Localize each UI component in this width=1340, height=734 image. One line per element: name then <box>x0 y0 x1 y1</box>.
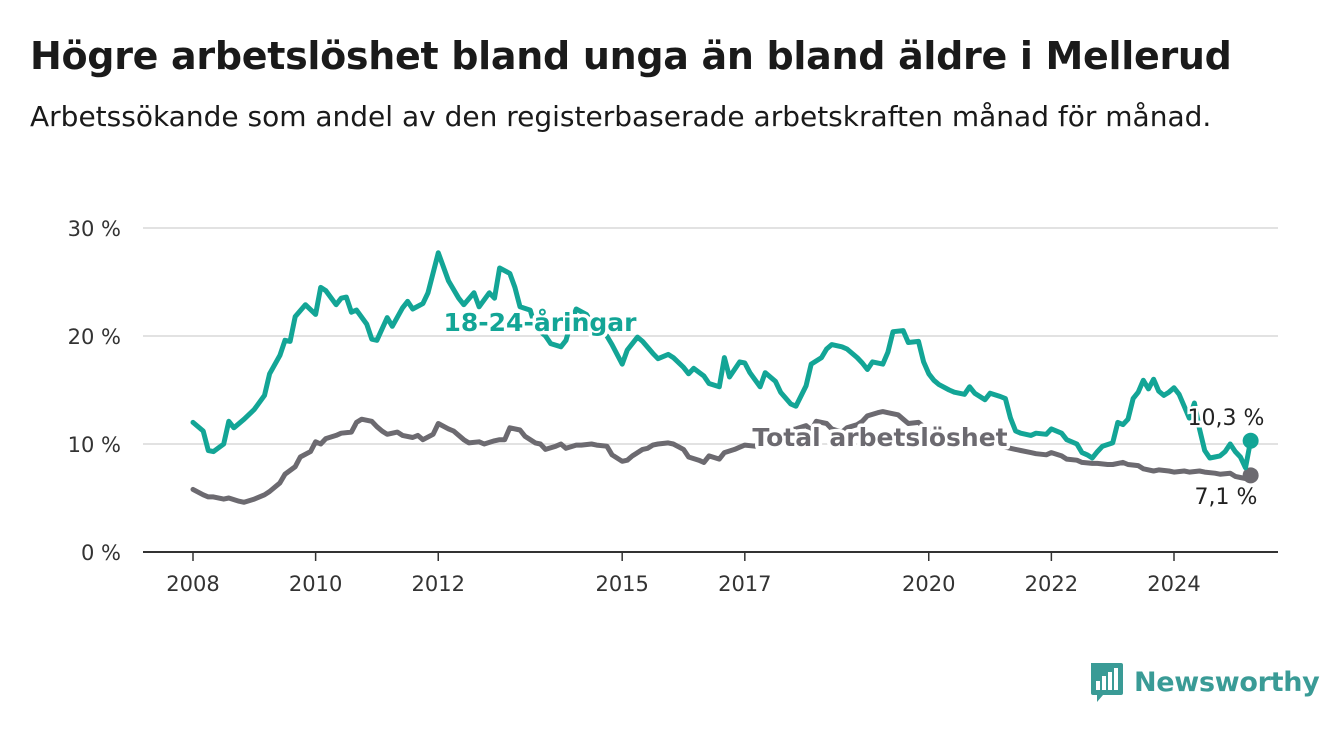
y-tick-label: 30 % <box>68 217 121 241</box>
series-labels: 18-24-åringar 10,3 % Total arbetslöshet 7,1… <box>440 305 1267 513</box>
series-label: 18-24-åringar <box>444 308 638 337</box>
x-tick-label: 2020 <box>902 572 955 596</box>
y-tick-label: 10 % <box>68 433 121 457</box>
x-tick-label: 2012 <box>412 572 465 596</box>
series-line <box>190 250 1254 471</box>
series-end-label: 10,3 % <box>1188 406 1265 431</box>
x-tick-label: 2022 <box>1025 572 1078 596</box>
series-lines <box>190 250 1259 505</box>
x-tick-label: 2024 <box>1147 572 1200 596</box>
bar-chart-logo-icon <box>1091 663 1123 702</box>
grid-lines <box>143 227 1278 445</box>
series-line <box>190 409 1254 505</box>
x-tick-label: 2010 <box>289 572 342 596</box>
series-end-label: 7,1 % <box>1195 485 1258 510</box>
x-tick-label: 2017 <box>718 572 771 596</box>
y-axis-ticks: 0 % 10 % 20 % 30 % <box>68 217 121 565</box>
series-end-dot <box>1242 467 1259 484</box>
series-label: Total arbetslöshet <box>752 423 1007 452</box>
x-tick-label: 2008 <box>166 572 219 596</box>
y-tick-label: 0 % <box>81 541 121 565</box>
series-end-dot <box>1242 432 1259 449</box>
y-tick-label: 20 % <box>68 325 121 349</box>
chart-title: Högre arbetslöshet bland unga än bland ä… <box>30 34 1232 78</box>
x-axis: 2008 2010 2012 2015 2017 2020 2022 2024 <box>143 551 1278 596</box>
brand-name: Newsworthy <box>1134 666 1320 698</box>
chart-subtitle: Arbetssökande som andel av den registerb… <box>30 100 1212 133</box>
brand-logo: Newsworthy <box>1088 660 1320 704</box>
x-tick-label: 2015 <box>595 572 648 596</box>
